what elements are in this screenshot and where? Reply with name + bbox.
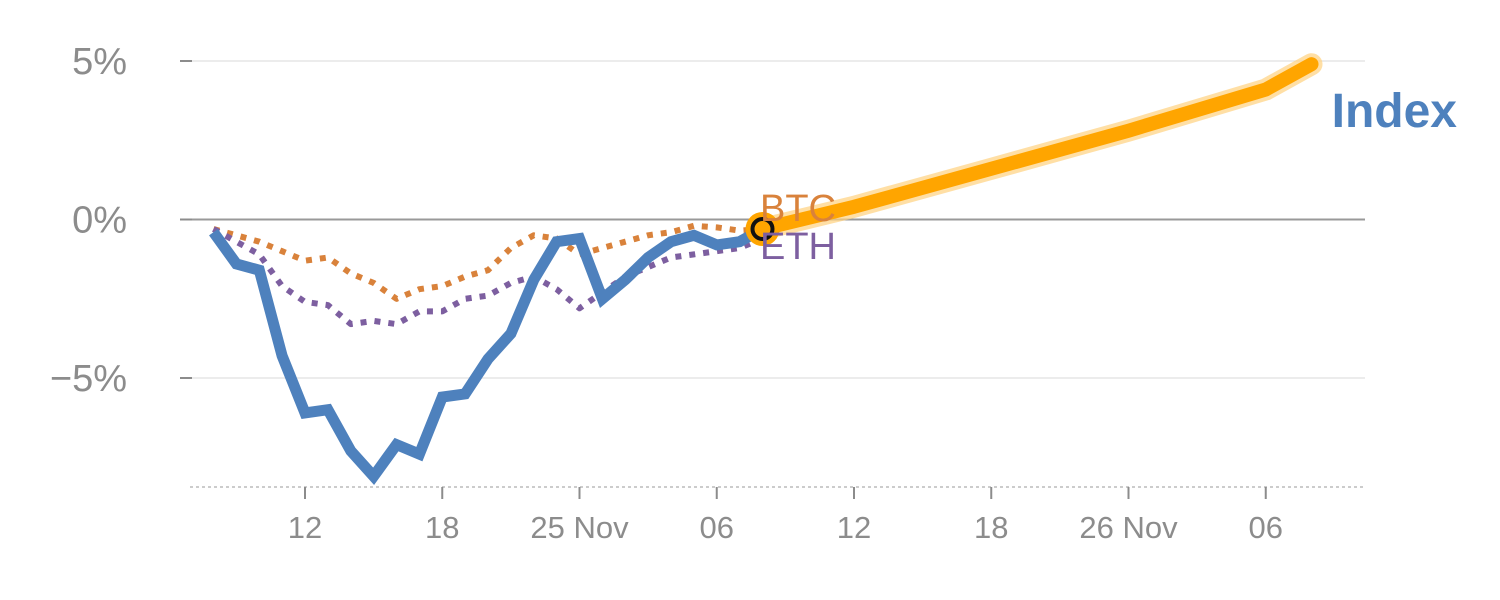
x-axis: 12 18 25 Nov 06 12 18 26 Nov 06 <box>190 486 1365 545</box>
y-axis: 5% 0% −5% <box>50 41 192 400</box>
current-point-marker <box>745 212 780 247</box>
series-line-btc <box>212 222 763 302</box>
y-tick-label: 5% <box>72 41 127 83</box>
x-tick-label: 06 <box>1249 510 1283 545</box>
x-tick-label: 25 Nov <box>530 510 629 545</box>
forecast-line <box>755 57 1319 236</box>
series-label-btc: BTC <box>760 188 836 230</box>
series-label-eth: ETH <box>760 226 836 268</box>
y-tick-label: −5% <box>50 358 127 400</box>
x-tick-label: 18 <box>425 510 459 545</box>
series-line-index <box>209 224 766 486</box>
series-lines <box>209 53 1323 486</box>
x-tick-label: 12 <box>837 510 871 545</box>
series-label-index: Index <box>1332 85 1458 138</box>
x-tick-label: 26 Nov <box>1079 510 1178 545</box>
marker-inner <box>750 217 775 242</box>
x-tick-label: 12 <box>288 510 322 545</box>
y-tick-label: 0% <box>72 200 127 242</box>
x-tick-label: 06 <box>700 510 734 545</box>
x-tick-label: 18 <box>974 510 1008 545</box>
